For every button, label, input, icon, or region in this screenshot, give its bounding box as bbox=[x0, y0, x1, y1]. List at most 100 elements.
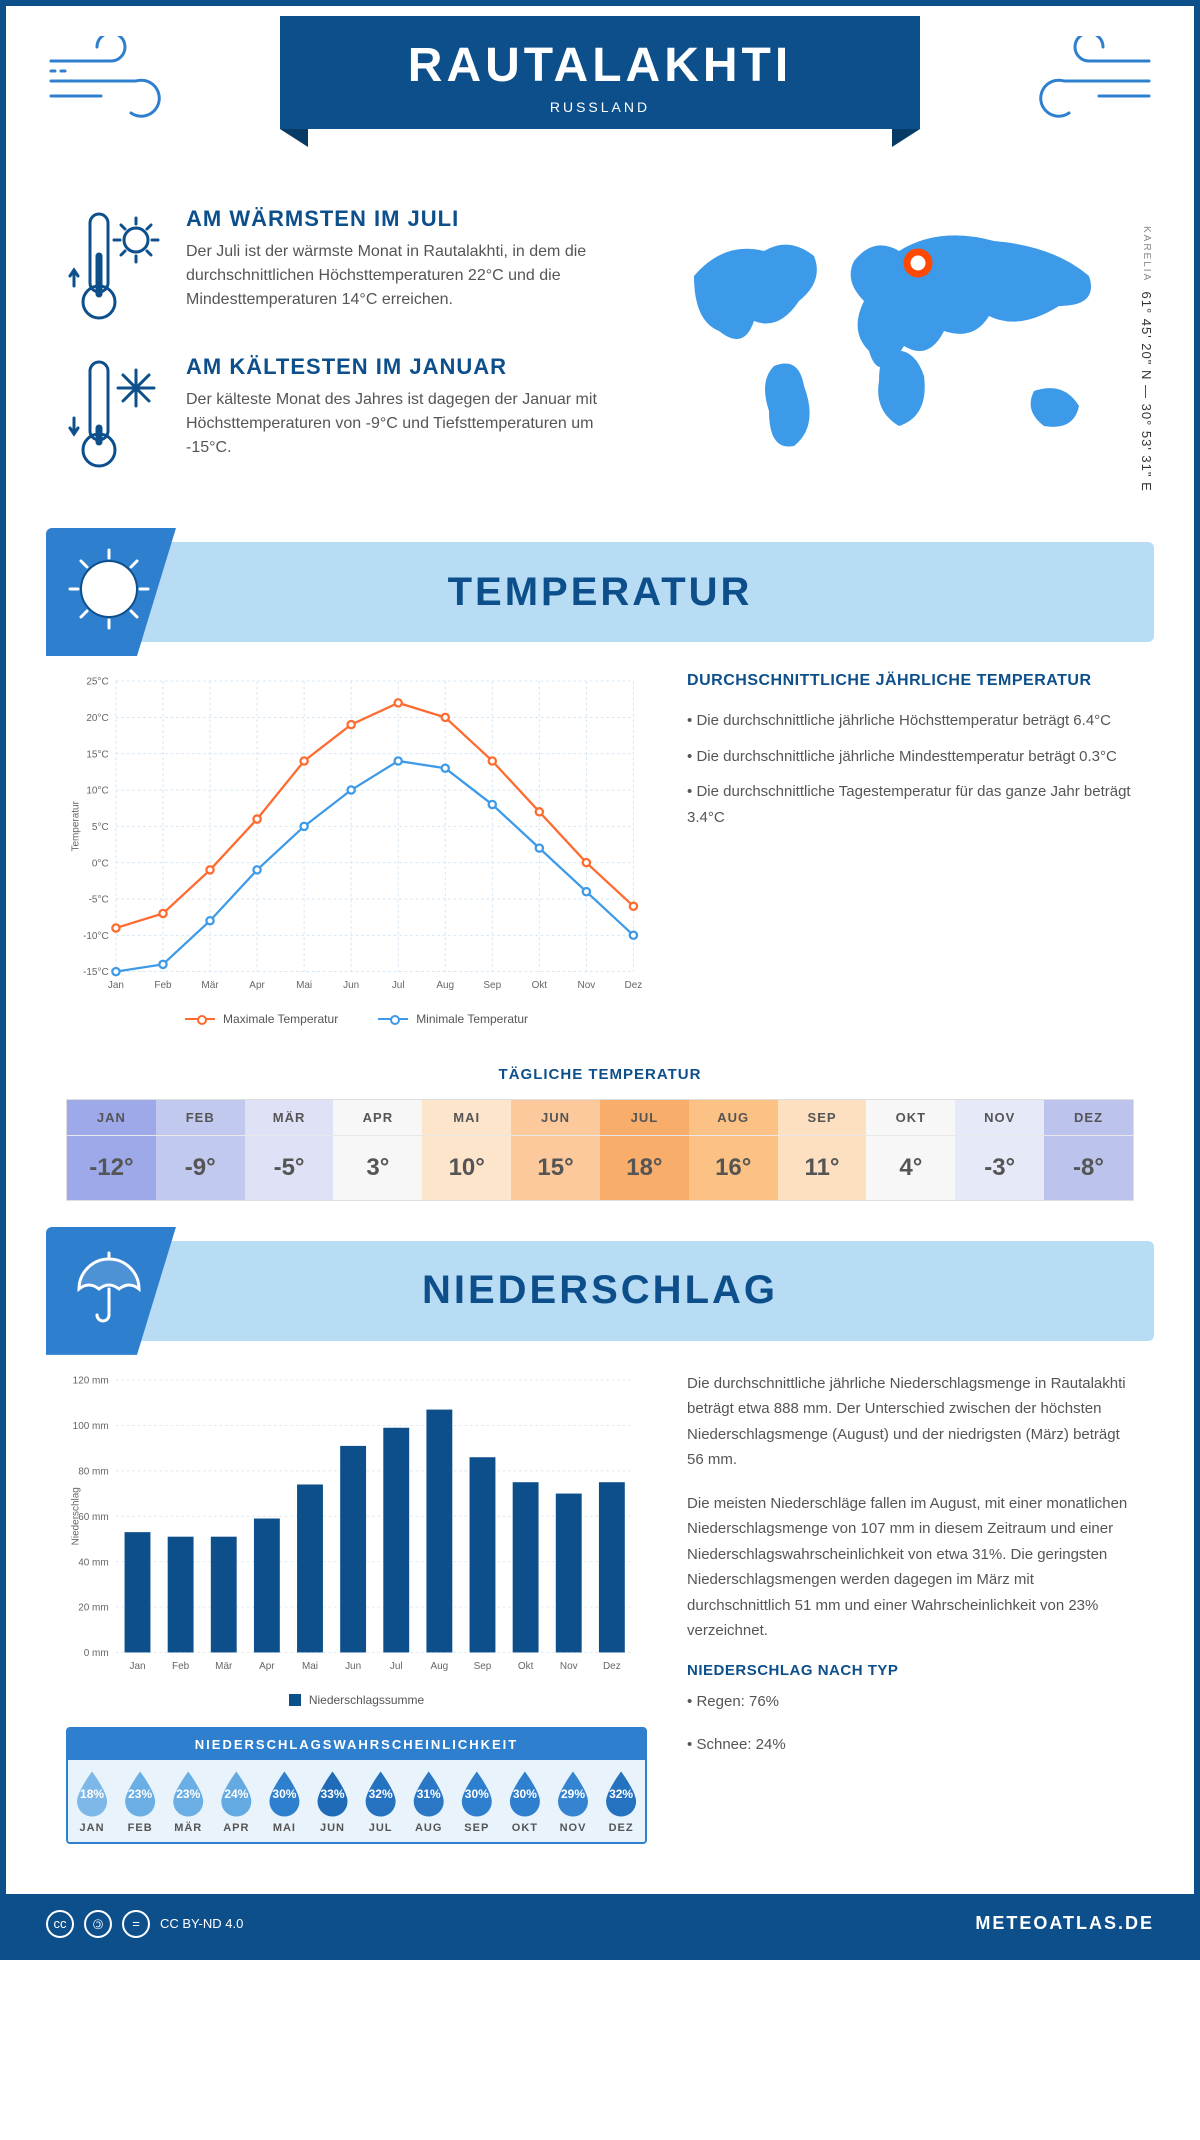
svg-text:0 mm: 0 mm bbox=[84, 1648, 109, 1659]
sun-icon bbox=[68, 548, 150, 630]
daily-cell: MAI10° bbox=[422, 1100, 511, 1200]
svg-text:10°C: 10°C bbox=[86, 786, 108, 797]
prob-cell: 18%JAN bbox=[68, 1760, 116, 1842]
precipitation-section-header: NIEDERSCHLAG bbox=[46, 1241, 1154, 1341]
precipitation-bar-chart: 0 mm 20 mm 40 mm 60 mm 80 mm 100 mm 120 mm Jan F… bbox=[66, 1371, 647, 1680]
svg-text:Jan: Jan bbox=[129, 1661, 145, 1672]
daily-cell: JUL18° bbox=[600, 1100, 689, 1200]
svg-text:100 mm: 100 mm bbox=[73, 1421, 109, 1432]
daily-cell: JAN-12° bbox=[67, 1100, 156, 1200]
svg-text:Mai: Mai bbox=[296, 980, 312, 991]
coldest-body: Der kälteste Monat des Jahres ist dagege… bbox=[186, 388, 614, 460]
world-map: KARELIA 61° 45' 20" N — 30° 53' 31" E bbox=[654, 206, 1134, 502]
prob-cell: 23%MÄR bbox=[164, 1760, 212, 1842]
svg-text:Aug: Aug bbox=[430, 1661, 448, 1672]
page-subtitle: RUSSLAND bbox=[320, 99, 880, 115]
daily-temp-table: JAN-12°FEB-9°MÄR-5°APR3°MAI10°JUN15°JUL1… bbox=[66, 1099, 1134, 1201]
thermometer-cold-icon bbox=[66, 354, 166, 474]
temperature-section-header: TEMPERATUR bbox=[46, 542, 1154, 642]
prob-cell: 29%NOV bbox=[549, 1760, 597, 1842]
prob-cell: 31%AUG bbox=[405, 1760, 453, 1842]
warmest-body: Der Juli ist der wärmste Monat in Rautal… bbox=[186, 240, 614, 312]
svg-text:60 mm: 60 mm bbox=[78, 1512, 108, 1523]
prob-cell: 30%MAI bbox=[260, 1760, 308, 1842]
svg-text:40 mm: 40 mm bbox=[78, 1557, 108, 1568]
prob-cell: 30%SEP bbox=[453, 1760, 501, 1842]
coordinates: KARELIA 61° 45' 20" N — 30° 53' 31" E bbox=[1139, 226, 1154, 492]
warmest-title: AM WÄRMSTEN IM JULI bbox=[186, 206, 614, 232]
svg-text:Sep: Sep bbox=[474, 1661, 492, 1672]
svg-text:Temperatur: Temperatur bbox=[71, 800, 82, 851]
daily-cell: OKT4° bbox=[866, 1100, 955, 1200]
page-title: RAUTALAKHTI bbox=[320, 38, 880, 93]
svg-text:Feb: Feb bbox=[154, 980, 172, 991]
license: cc 🄯 = CC BY-ND 4.0 bbox=[46, 1910, 243, 1938]
svg-text:Apr: Apr bbox=[249, 980, 265, 991]
coldest-title: AM KÄLTESTEN IM JANUAR bbox=[186, 354, 614, 380]
title-banner: RAUTALAKHTI RUSSLAND bbox=[280, 16, 920, 129]
svg-text:-15°C: -15°C bbox=[83, 967, 109, 978]
nd-icon: = bbox=[122, 1910, 150, 1938]
precipitation-legend: Niederschlagssumme bbox=[66, 1693, 647, 1707]
prob-cell: 30%OKT bbox=[501, 1760, 549, 1842]
svg-text:Nov: Nov bbox=[578, 980, 596, 991]
svg-text:Niederschlag: Niederschlag bbox=[71, 1487, 82, 1545]
prob-cell: 33%JUN bbox=[308, 1760, 356, 1842]
svg-text:Okt: Okt bbox=[532, 980, 548, 991]
by-icon: 🄯 bbox=[84, 1910, 112, 1938]
svg-text:Dez: Dez bbox=[603, 1661, 621, 1672]
wind-icon bbox=[46, 36, 186, 126]
svg-text:20°C: 20°C bbox=[86, 713, 108, 724]
svg-text:Jun: Jun bbox=[343, 980, 359, 991]
svg-text:20 mm: 20 mm bbox=[78, 1603, 108, 1614]
daily-cell: NOV-3° bbox=[955, 1100, 1044, 1200]
svg-text:25°C: 25°C bbox=[86, 677, 108, 688]
svg-text:Nov: Nov bbox=[560, 1661, 578, 1672]
svg-text:-5°C: -5°C bbox=[89, 895, 109, 906]
svg-text:15°C: 15°C bbox=[86, 749, 108, 760]
warmest-block: AM WÄRMSTEN IM JULI Der Juli ist der wär… bbox=[66, 206, 614, 326]
svg-text:-10°C: -10°C bbox=[83, 931, 109, 942]
footer: cc 🄯 = CC BY-ND 4.0 METEOATLAS.DE bbox=[6, 1894, 1194, 1954]
svg-text:Jan: Jan bbox=[108, 980, 124, 991]
svg-text:120 mm: 120 mm bbox=[73, 1376, 109, 1387]
prob-cell: 32%JUL bbox=[357, 1760, 405, 1842]
svg-text:Jul: Jul bbox=[390, 1661, 403, 1672]
brand: METEOATLAS.DE bbox=[975, 1913, 1154, 1934]
svg-text:Mär: Mär bbox=[215, 1661, 233, 1672]
precipitation-probability-table: NIEDERSCHLAGSWAHRSCHEINLICHKEIT 18%JAN23… bbox=[66, 1727, 647, 1844]
daily-cell: DEZ-8° bbox=[1044, 1100, 1133, 1200]
header: RAUTALAKHTI RUSSLAND bbox=[6, 6, 1194, 176]
location-marker bbox=[907, 252, 929, 274]
daily-cell: FEB-9° bbox=[156, 1100, 245, 1200]
daily-temp-title: TÄGLICHE TEMPERATUR bbox=[6, 1066, 1194, 1083]
daily-cell: MÄR-5° bbox=[245, 1100, 334, 1200]
umbrella-icon bbox=[68, 1247, 150, 1329]
svg-text:Apr: Apr bbox=[259, 1661, 275, 1672]
prob-cell: 32%DEZ bbox=[597, 1760, 645, 1842]
coldest-block: AM KÄLTESTEN IM JANUAR Der kälteste Mona… bbox=[66, 354, 614, 474]
prob-cell: 23%FEB bbox=[116, 1760, 164, 1842]
precipitation-summary: Die durchschnittliche jährliche Niedersc… bbox=[687, 1371, 1134, 1844]
precipitation-title: NIEDERSCHLAG bbox=[422, 1268, 778, 1313]
svg-text:Okt: Okt bbox=[518, 1661, 534, 1672]
svg-text:0°C: 0°C bbox=[92, 858, 109, 869]
svg-text:80 mm: 80 mm bbox=[78, 1466, 108, 1477]
temperature-summary: DURCHSCHNITTLICHE JÄHRLICHE TEMPERATUR •… bbox=[687, 672, 1134, 1026]
svg-text:Mär: Mär bbox=[201, 980, 219, 991]
svg-text:Mai: Mai bbox=[302, 1661, 318, 1672]
daily-cell: SEP11° bbox=[778, 1100, 867, 1200]
svg-text:Sep: Sep bbox=[483, 980, 501, 991]
daily-cell: APR3° bbox=[333, 1100, 422, 1200]
daily-cell: AUG16° bbox=[689, 1100, 778, 1200]
svg-text:Dez: Dez bbox=[625, 980, 643, 991]
svg-text:Feb: Feb bbox=[172, 1661, 190, 1672]
temperature-title: TEMPERATUR bbox=[448, 570, 753, 615]
daily-cell: JUN15° bbox=[511, 1100, 600, 1200]
svg-text:5°C: 5°C bbox=[92, 822, 109, 833]
temperature-legend: Maximale Temperatur Minimale Temperatur bbox=[66, 1012, 647, 1026]
thermometer-hot-icon bbox=[66, 206, 166, 326]
prob-cell: 24%APR bbox=[212, 1760, 260, 1842]
svg-text:Jul: Jul bbox=[392, 980, 405, 991]
cc-icon: cc bbox=[46, 1910, 74, 1938]
